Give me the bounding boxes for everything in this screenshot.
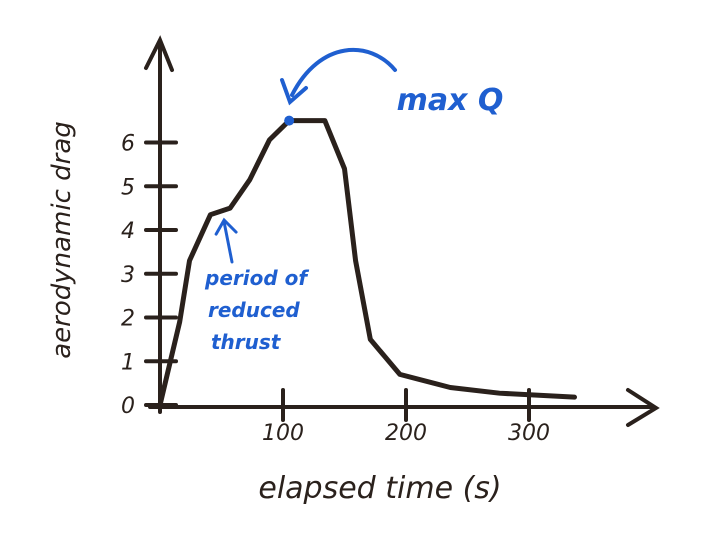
y-tick-label: 0 [121, 394, 135, 419]
max-q-label: max Q [397, 83, 504, 118]
y-tick-label: 5 [121, 175, 135, 200]
y-tick-label: 4 [121, 219, 135, 244]
y-tick-label: 2 [121, 307, 135, 332]
y-axis-label: aerodynamic drag [47, 121, 77, 359]
max-q-point [284, 115, 295, 126]
x-tick-label: 300 [508, 421, 550, 446]
thrust-label-line: period of [204, 266, 309, 290]
thrust-label-line: thrust [211, 330, 282, 354]
x-axis-label: elapsed time (s) [258, 471, 501, 506]
thrust-label-line: reduced [208, 298, 300, 322]
x-tick-label: 100 [262, 421, 304, 446]
x-axis [148, 388, 660, 427]
max-q-arrow [280, 48, 397, 106]
drag-curve [157, 118, 578, 408]
thrust-arrow [214, 217, 238, 264]
thrust-label: period of reduced thrust [204, 266, 309, 354]
y-tick-label: 6 [121, 132, 135, 157]
x-tick-label: 200 [385, 421, 427, 446]
y-tick-label: 1 [121, 350, 135, 375]
y-tick-label: 3 [121, 263, 135, 288]
